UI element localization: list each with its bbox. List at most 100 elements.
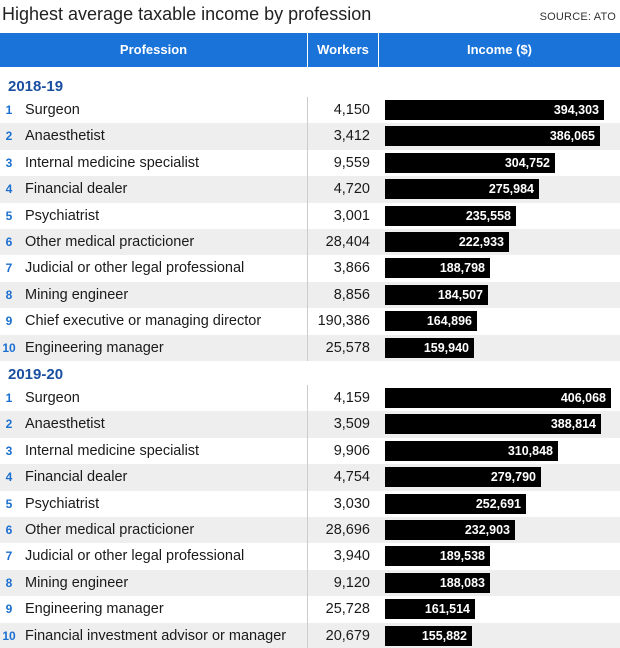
profession-label: Anaesthetist <box>25 128 105 145</box>
column-divider <box>307 569 308 597</box>
income-value-label: 252,691 <box>475 496 521 511</box>
table-row: 10 Financial investment advisor or manage… <box>0 622 620 648</box>
income-bar <box>385 388 611 408</box>
workers-count: 4,754 <box>333 469 370 486</box>
income-value-label: 161,514 <box>424 602 470 617</box>
income-value-label: 188,798 <box>439 261 485 276</box>
column-divider <box>307 308 308 335</box>
workers-column-header: Workers <box>307 33 379 67</box>
income-bar <box>385 258 490 279</box>
workers-count: 3,940 <box>333 548 370 565</box>
income-value-label: 184,507 <box>437 287 483 302</box>
year-heading: 2019-20 <box>8 366 64 383</box>
rank-number: 6 <box>5 235 13 249</box>
table-row: 1 Surgeon 4,159 406,068 <box>0 385 620 412</box>
income-bar <box>385 493 526 514</box>
workers-count: 3,412 <box>333 128 370 145</box>
table-row: 9 Engineering manager 25,728 161,514 <box>0 596 620 623</box>
workers-count: 4,159 <box>333 390 370 406</box>
table-row: 2 Anaesthetist 3,509 388,814 <box>0 411 620 438</box>
profession-label: Internal medicine specialist <box>25 442 200 459</box>
table-row: 5 Psychiatrist 3,030 252,691 <box>0 490 620 517</box>
income-bar <box>385 205 516 226</box>
income-bar <box>385 440 558 461</box>
income-value-label: 310,848 <box>507 443 553 458</box>
table-row: 4 Financial dealer 4,720 275,984 <box>0 176 620 203</box>
column-divider <box>307 543 308 570</box>
workers-count: 4,150 <box>333 102 370 118</box>
rank-number: 9 <box>5 602 13 617</box>
table-row: 3 Internal medicine specialist 9,906 310,84… <box>0 437 620 465</box>
income-value-label: 232,903 <box>464 523 510 537</box>
income-bar <box>385 232 509 252</box>
workers-count: 20,679 <box>325 627 370 644</box>
workers-count: 190,386 <box>317 313 370 330</box>
profession-label: Psychiatrist <box>25 207 100 224</box>
profession-label: Surgeon <box>25 102 80 118</box>
income-bar <box>385 179 539 200</box>
rank-number: 5 <box>5 208 13 223</box>
income-value-label: 388,814 <box>550 417 596 432</box>
income-value-label: 279,790 <box>490 470 536 485</box>
rank-number: 4 <box>5 182 13 197</box>
income-column-header: Income ($) <box>466 42 532 57</box>
rank-number: 7 <box>5 549 13 564</box>
column-divider <box>307 596 308 623</box>
table-row: 2 Anaesthetist 3,412 386,065 <box>0 123 620 150</box>
column-divider <box>307 517 308 544</box>
column-divider <box>307 334 308 361</box>
table-row: 7 Judicial or other legal professional 3,8… <box>0 255 620 282</box>
table-row: 3 Internal medicine specialist 9,559 304,75… <box>0 149 620 177</box>
rank-number: 2 <box>5 129 13 144</box>
workers-count: 3,030 <box>333 495 370 512</box>
income-bar <box>385 625 472 646</box>
table-row: 10 Engineering manager 25,578 159,940 <box>0 334 620 361</box>
workers-count: 9,559 <box>333 154 370 171</box>
income-value-label: 394,303 <box>553 103 599 117</box>
income-bar <box>385 337 474 358</box>
income-bar <box>385 467 541 488</box>
profession-column-header: Profession <box>119 42 188 57</box>
profession-label: Mining engineer <box>25 574 129 591</box>
table-row: 6 Other medical practicioner 28,696 232,903 <box>0 517 620 544</box>
rank-number: 8 <box>5 287 13 302</box>
column-divider <box>307 97 308 124</box>
workers-count: 25,578 <box>325 339 370 356</box>
income-bar <box>385 572 490 593</box>
column-divider <box>307 123 308 150</box>
table-row: 9 Chief executive or managing director 190… <box>0 308 620 335</box>
income-value-label: 222,933 <box>458 235 504 249</box>
table-row: 5 Psychiatrist 3,001 235,558 <box>0 202 620 229</box>
workers-count: 9,120 <box>333 574 370 591</box>
column-divider <box>307 255 308 282</box>
profession-label: Anaesthetist <box>25 416 105 433</box>
profession-label: Other medical practicioner <box>25 522 195 538</box>
income-value-label: 386,065 <box>549 129 595 144</box>
workers-count: 25,728 <box>325 601 370 618</box>
profession-label: Engineering manager <box>25 339 164 356</box>
rank-number: 8 <box>5 575 13 590</box>
workers-count: 28,404 <box>325 234 370 250</box>
column-divider <box>307 281 308 309</box>
income-value-label: 406,068 <box>560 391 606 405</box>
profession-label: Judicial or other legal professional <box>25 548 245 565</box>
column-divider <box>307 149 308 177</box>
profession-label: Surgeon <box>25 390 80 406</box>
workers-count: 9,906 <box>333 442 370 459</box>
workers-count: 8,856 <box>333 286 370 303</box>
column-divider <box>307 385 308 412</box>
income-bar <box>385 546 490 567</box>
column-divider <box>307 490 308 517</box>
rank-number: 1 <box>5 391 13 405</box>
workers-count: 3,509 <box>333 416 370 433</box>
column-divider <box>307 229 308 256</box>
rank-number: 6 <box>5 523 13 537</box>
table-row: 8 Mining engineer 8,856 184,507 <box>0 281 620 309</box>
profession-label: Other medical practicioner <box>25 234 195 250</box>
profession-label: Financial dealer <box>25 181 128 198</box>
rank-number: 5 <box>5 496 13 511</box>
income-value-label: 164,896 <box>426 314 472 329</box>
income-bar <box>385 152 555 173</box>
table-row: 7 Judicial or other legal professional 3,9… <box>0 543 620 570</box>
column-divider <box>307 411 308 438</box>
